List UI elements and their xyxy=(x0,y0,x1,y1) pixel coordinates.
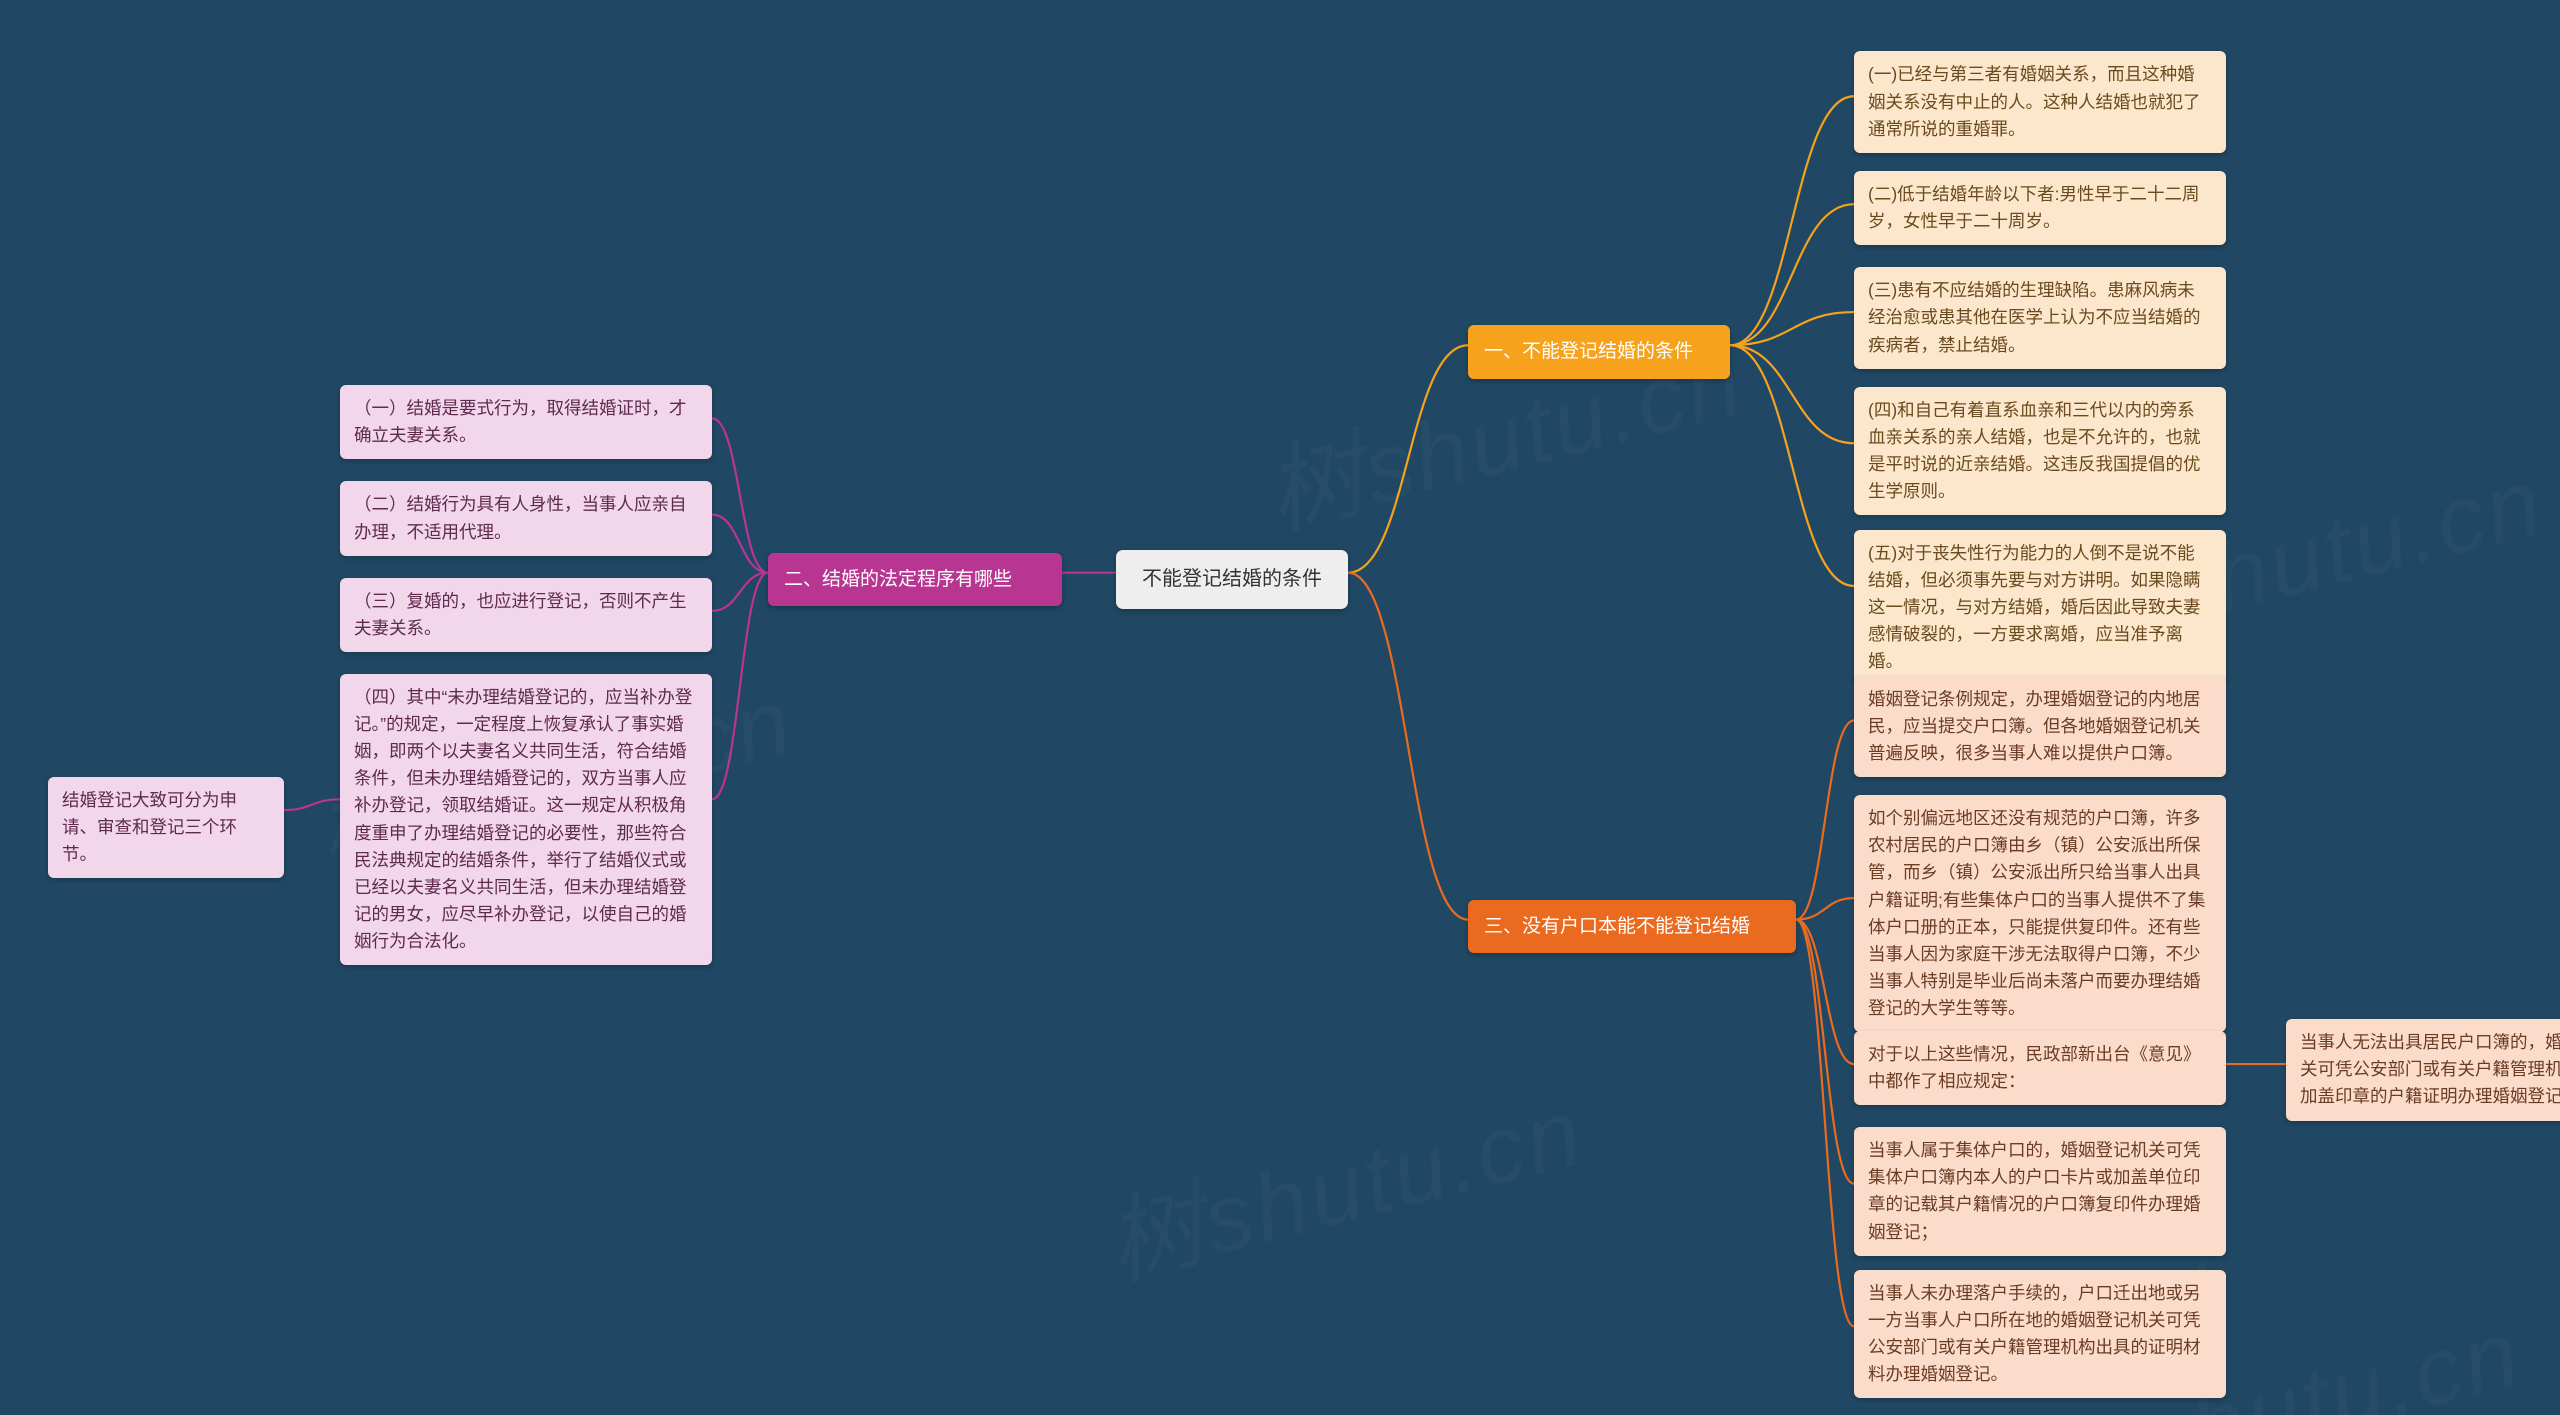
connector xyxy=(712,515,768,573)
node-text: (二)低于结婚年龄以下者:男性早于二十二周岁，女性早于二十周岁。 xyxy=(1868,184,2200,231)
connector xyxy=(1730,312,1854,345)
node-text: 三、没有户口本能不能登记结婚 xyxy=(1484,916,1750,937)
mindmap-node-b1c5: (五)对于丧失性行为能力的人倒不是说不能结婚，但必须事先要与对方讲明。如果隐瞒这… xyxy=(1854,530,2226,686)
connector xyxy=(1796,920,1854,1327)
node-text: （四）其中“未办理结婚登记的，应当补办登记。”的规定，一定程度上恢复承认了事实婚… xyxy=(354,687,692,951)
mindmap-node-root: 不能登记结婚的条件 xyxy=(1116,550,1348,609)
node-text: 如个别偏远地区还没有规范的户口簿，许多农村居民的户口簿由乡（镇）公安派出所保管，… xyxy=(1868,808,2205,1018)
connector xyxy=(1348,573,1468,920)
mindmap-node-b3c5: 当事人未办理落户手续的，户口迁出地或另一方当事人户口所在地的婚姻登记机关可凭公安… xyxy=(1854,1270,2226,1399)
mindmap-node-b2c1: （一）结婚是要式行为，取得结婚证时，才确立夫妻关系。 xyxy=(340,385,712,459)
mindmap-node-b1c4: (四)和自己有着直系血亲和三代以内的旁系血亲关系的亲人结婚，也是不允许的，也就是… xyxy=(1854,387,2226,516)
mindmap-node-b2c4a: 结婚登记大致可分为申请、审查和登记三个环节。 xyxy=(48,777,284,878)
mindmap-node-b1: 一、不能登记结婚的条件 xyxy=(1468,325,1730,378)
mindmap-node-b3c3: 对于以上这些情况，民政部新出台《意见》中都作了相应规定： xyxy=(1854,1031,2226,1105)
node-text: (四)和自己有着直系血亲和三代以内的旁系血亲关系的亲人结婚，也是不允许的，也就是… xyxy=(1868,400,2201,501)
connector xyxy=(1730,345,1854,586)
connector xyxy=(712,573,768,800)
node-text: (五)对于丧失性行为能力的人倒不是说不能结婚，但必须事先要与对方讲明。如果隐瞒这… xyxy=(1868,543,2201,672)
node-text: 当事人属于集体户口的，婚姻登记机关可凭集体户口簿内本人的户口卡片或加盖单位印章的… xyxy=(1868,1140,2201,1241)
mindmap-node-b3: 三、没有户口本能不能登记结婚 xyxy=(1468,900,1796,953)
connector xyxy=(712,418,768,572)
connector xyxy=(284,799,340,810)
connector xyxy=(1796,920,1854,1184)
node-text: （三）复婚的，也应进行登记，否则不产生夫妻关系。 xyxy=(354,591,687,638)
mindmap-node-b3c2: 如个别偏远地区还没有规范的户口簿，许多农村居民的户口簿由乡（镇）公安派出所保管，… xyxy=(1854,795,2226,1032)
connector xyxy=(1796,920,1854,1064)
node-text: 结婚登记大致可分为申请、审查和登记三个环节。 xyxy=(62,790,237,864)
node-text: 对于以上这些情况，民政部新出台《意见》中都作了相应规定： xyxy=(1868,1044,2201,1091)
mindmap-node-b1c1: (一)已经与第三者有婚姻关系，而且这种婚姻关系没有中止的人。这种人结婚也就犯了通… xyxy=(1854,51,2226,152)
mindmap-node-b3c1: 婚姻登记条例规定，办理婚姻登记的内地居民，应当提交户口簿。但各地婚姻登记机关普遍… xyxy=(1854,676,2226,777)
connector xyxy=(1348,345,1468,572)
connector xyxy=(712,573,768,611)
watermark: 树shutu.cn xyxy=(1090,1053,1595,1305)
connector xyxy=(1730,204,1854,345)
mindmap-node-b1c2: (二)低于结婚年龄以下者:男性早于二十二周岁，女性早于二十周岁。 xyxy=(1854,171,2226,245)
node-text: 当事人未办理落户手续的，户口迁出地或另一方当事人户口所在地的婚姻登记机关可凭公安… xyxy=(1868,1283,2201,1384)
mindmap-node-b1c3: (三)患有不应结婚的生理缺陷。患麻风病未经治愈或患其他在医学上认为不应当结婚的疾… xyxy=(1854,267,2226,368)
node-text: 婚姻登记条例规定，办理婚姻登记的内地居民，应当提交户口簿。但各地婚姻登记机关普遍… xyxy=(1868,689,2201,763)
connector xyxy=(1730,96,1854,345)
mindmap-node-b2c3: （三）复婚的，也应进行登记，否则不产生夫妻关系。 xyxy=(340,578,712,652)
node-text: 当事人无法出具居民户口簿的，婚姻登记机关可凭公安部门或有关户籍管理机构出具的加盖… xyxy=(2300,1032,2560,1106)
node-text: （二）结婚行为具有人身性，当事人应亲自办理，不适用代理。 xyxy=(354,494,687,541)
connector xyxy=(1796,720,1854,919)
connector xyxy=(1730,345,1854,443)
connector xyxy=(1796,898,1854,920)
mindmap-node-b2c4: （四）其中“未办理结婚登记的，应当补办登记。”的规定，一定程度上恢复承认了事实婚… xyxy=(340,674,712,965)
node-text: 一、不能登记结婚的条件 xyxy=(1484,341,1693,362)
mindmap-node-b2: 二、结婚的法定程序有哪些 xyxy=(768,553,1062,606)
mindmap-node-b2c2: （二）结婚行为具有人身性，当事人应亲自办理，不适用代理。 xyxy=(340,481,712,555)
node-text: 二、结婚的法定程序有哪些 xyxy=(784,569,1012,590)
node-text: (三)患有不应结婚的生理缺陷。患麻风病未经治愈或患其他在医学上认为不应当结婚的疾… xyxy=(1868,280,2201,354)
node-text: （一）结婚是要式行为，取得结婚证时，才确立夫妻关系。 xyxy=(354,398,687,445)
node-text: (一)已经与第三者有婚姻关系，而且这种婚姻关系没有中止的人。这种人结婚也就犯了通… xyxy=(1868,64,2201,138)
node-text: 不能登记结婚的条件 xyxy=(1142,568,1322,590)
mindmap-node-b3c3a: 当事人无法出具居民户口簿的，婚姻登记机关可凭公安部门或有关户籍管理机构出具的加盖… xyxy=(2286,1019,2560,1120)
mindmap-node-b3c4: 当事人属于集体户口的，婚姻登记机关可凭集体户口簿内本人的户口卡片或加盖单位印章的… xyxy=(1854,1127,2226,1256)
